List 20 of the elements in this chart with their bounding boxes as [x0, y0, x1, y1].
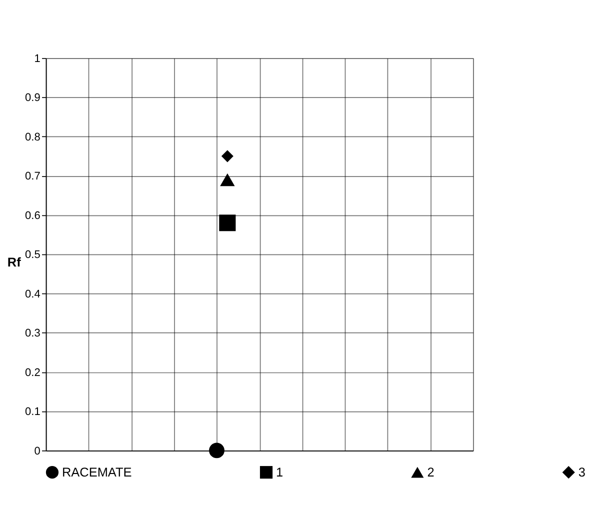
point: [209, 442, 224, 458]
point: [221, 150, 234, 162]
legend-label: 1: [276, 464, 284, 480]
y-tick-label: 0.1: [25, 406, 40, 418]
point: [219, 214, 236, 232]
y-tick-label: 0.6: [25, 210, 40, 222]
legend-label: 2: [427, 464, 434, 480]
legend-label: 3: [578, 464, 586, 480]
y-tick-label: 0.3: [25, 328, 40, 340]
y-axis-title: Rf: [7, 254, 22, 270]
y-tick-label: 1: [34, 52, 40, 65]
y-tick-label: 0.4: [25, 288, 40, 300]
legend-label: RACEMATE: [62, 464, 132, 480]
y-tick-label: 0: [34, 445, 40, 458]
y-tick-label: 0.8: [25, 131, 40, 144]
y-tick-label: 0.9: [25, 92, 40, 104]
y-tick-label: 0.2: [25, 366, 40, 379]
y-tick-label: 0.5: [25, 249, 40, 262]
y-tick-label: 0.7: [25, 170, 40, 183]
point: [220, 173, 235, 186]
